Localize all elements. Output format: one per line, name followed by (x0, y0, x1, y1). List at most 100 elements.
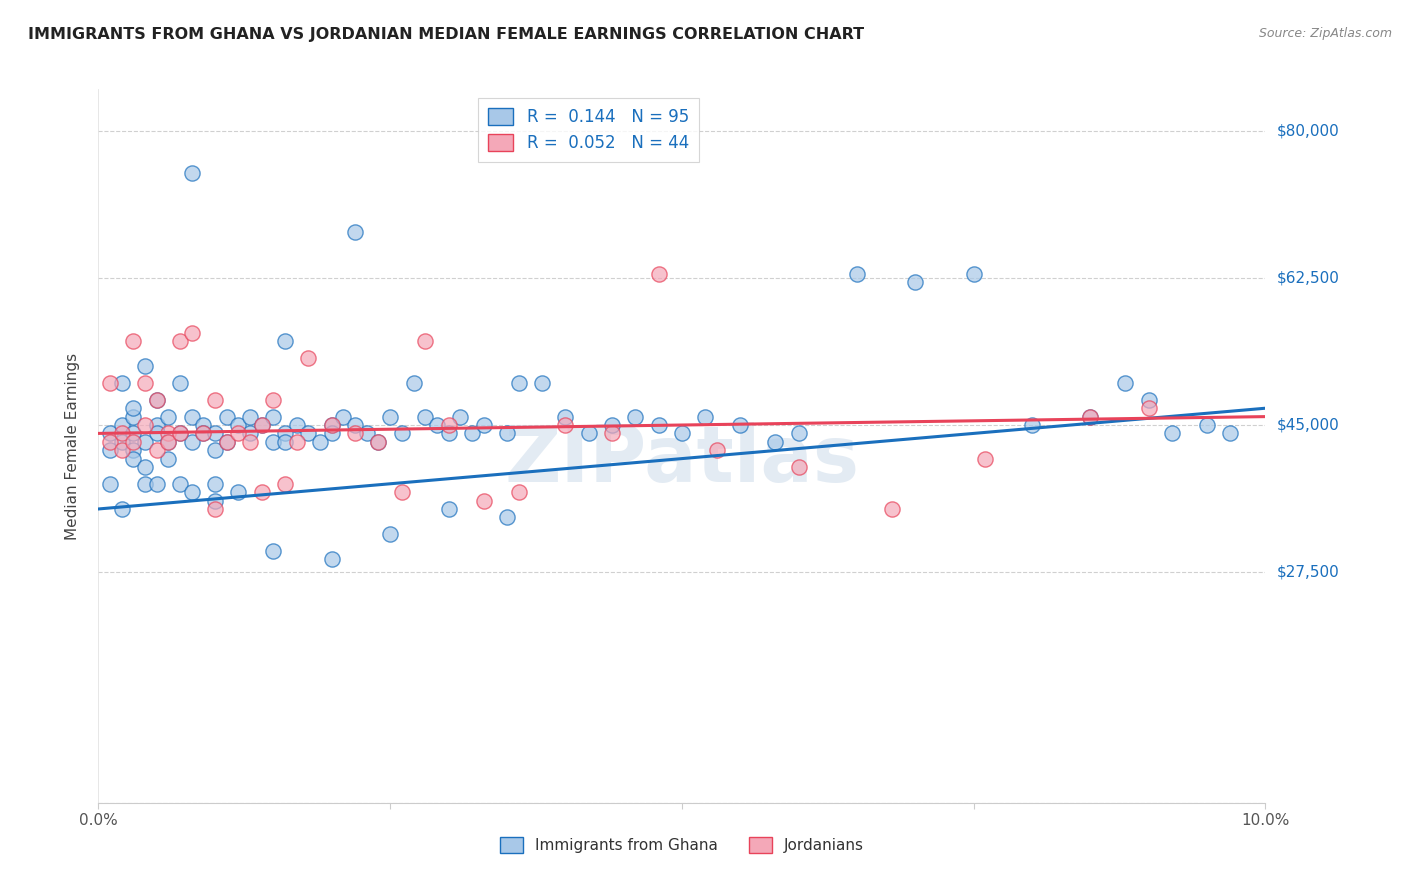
Point (122, 401, 145, 416)
Point (122, 443, 145, 458)
Point (98, 426, 121, 441)
Point (962, 267, 984, 281)
Point (472, 493, 495, 508)
Point (204, 443, 226, 458)
Point (367, 434, 389, 449)
Legend: Immigrants from Ghana, Jordanians: Immigrants from Ghana, Jordanians (494, 831, 870, 859)
Point (496, 426, 519, 441)
Point (204, 392, 226, 407)
Point (437, 502, 460, 516)
Point (787, 426, 810, 441)
Point (285, 434, 308, 449)
Point (262, 409, 284, 424)
Point (122, 409, 145, 424)
Point (1137, 392, 1160, 407)
Point (215, 434, 238, 449)
Point (111, 426, 134, 441)
Point (122, 334, 145, 348)
Point (169, 334, 191, 348)
Text: IMMIGRANTS FROM GHANA VS JORDANIAN MEDIAN FEMALE EARNINGS CORRELATION CHART: IMMIGRANTS FROM GHANA VS JORDANIAN MEDIA… (28, 27, 865, 42)
Text: $80,000: $80,000 (1277, 124, 1340, 138)
Point (1195, 417, 1218, 432)
Point (193, 426, 215, 441)
Point (122, 434, 145, 449)
Point (321, 417, 343, 432)
Point (356, 426, 378, 441)
Point (215, 434, 238, 449)
Point (134, 376, 156, 390)
Point (146, 392, 169, 407)
Point (321, 426, 343, 441)
Point (274, 476, 297, 491)
Point (309, 434, 332, 449)
Text: Source: ZipAtlas.com: Source: ZipAtlas.com (1258, 27, 1392, 40)
Point (332, 409, 354, 424)
Point (134, 359, 156, 374)
Point (111, 417, 134, 432)
Point (98, 376, 121, 390)
Point (111, 434, 134, 449)
Point (402, 376, 425, 390)
Point (146, 443, 169, 458)
Point (180, 326, 202, 340)
Point (134, 434, 156, 449)
Point (169, 376, 191, 390)
Point (1219, 426, 1241, 441)
Point (367, 434, 389, 449)
Point (787, 460, 810, 475)
Y-axis label: Median Female Earnings: Median Female Earnings (65, 352, 80, 540)
Point (344, 426, 367, 441)
Point (472, 417, 495, 432)
Point (904, 275, 927, 289)
Point (508, 376, 530, 390)
Point (1080, 409, 1102, 424)
Point (321, 417, 343, 432)
Point (647, 417, 669, 432)
Point (228, 426, 250, 441)
Point (380, 409, 402, 424)
Point (297, 351, 319, 365)
Point (437, 426, 460, 441)
Point (250, 417, 273, 432)
Point (413, 334, 436, 348)
Point (321, 552, 343, 566)
Point (250, 485, 273, 500)
Point (880, 502, 903, 516)
Point (111, 502, 134, 516)
Point (204, 493, 226, 508)
Point (239, 409, 262, 424)
Point (134, 476, 156, 491)
Point (297, 426, 319, 441)
Point (250, 417, 273, 432)
Point (695, 409, 717, 424)
Point (169, 476, 191, 491)
Point (98, 443, 121, 458)
Point (228, 417, 250, 432)
Point (180, 409, 202, 424)
Point (157, 409, 180, 424)
Point (122, 426, 145, 441)
Text: $27,500: $27,500 (1277, 565, 1340, 580)
Point (600, 417, 623, 432)
Point (146, 426, 169, 441)
Point (146, 476, 169, 491)
Point (157, 451, 180, 466)
Point (508, 485, 530, 500)
Point (1080, 409, 1102, 424)
Point (449, 409, 471, 424)
Point (437, 417, 460, 432)
Point (391, 485, 413, 500)
Point (169, 426, 191, 441)
Point (413, 409, 436, 424)
Point (974, 451, 997, 466)
Point (146, 417, 169, 432)
Point (204, 426, 226, 441)
Point (1021, 417, 1043, 432)
Point (274, 434, 297, 449)
Point (146, 392, 169, 407)
Point (554, 417, 576, 432)
Point (228, 485, 250, 500)
Point (134, 460, 156, 475)
Point (262, 434, 284, 449)
Point (763, 434, 786, 449)
